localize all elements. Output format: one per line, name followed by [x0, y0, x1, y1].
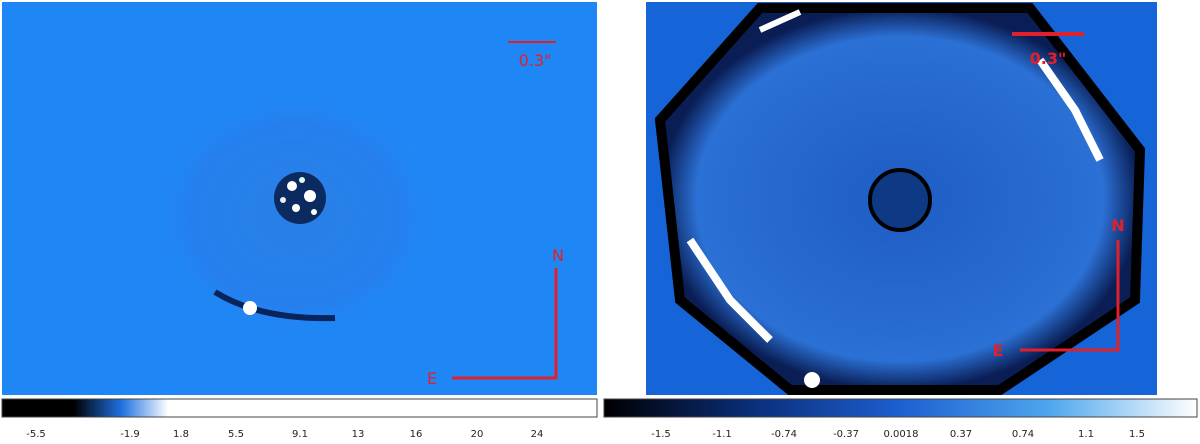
bright-rim [758, 9, 802, 33]
compass [452, 268, 558, 380]
colorbar-tick-label: 13 [352, 429, 365, 440]
colorbar-tick-label: 1.1 [1078, 429, 1094, 440]
east-label: E [993, 341, 1004, 360]
companion [243, 301, 257, 315]
colorbar [1, 398, 598, 418]
scale-label: 0.3" [519, 51, 552, 70]
colorbar-tick-label: 20 [471, 429, 484, 440]
colorbar-tick-label: -0.37 [833, 429, 859, 440]
core [868, 168, 932, 232]
colorbar-tick-label: 24 [531, 429, 544, 440]
north-label: N [1111, 216, 1124, 235]
colorbar-tick-label: -1.1 [712, 429, 732, 440]
right-image: 0.3" N E [646, 2, 1157, 395]
scale-label: 0.3" [1030, 49, 1067, 68]
colorbar-tick-label: 0.74 [1012, 429, 1034, 440]
colorbar [603, 398, 1198, 418]
left-image: 0.3" N E [2, 2, 597, 395]
east-label: E [427, 369, 437, 388]
bright-rim [686, 237, 773, 343]
colorbar-tick-label: 1.5 [1129, 429, 1145, 440]
bright-rim [1036, 57, 1104, 162]
colorbar-tick-label: -1.9 [120, 429, 140, 440]
colorbar-tick-label: 16 [410, 429, 423, 440]
core [274, 172, 326, 224]
colorbar-tick-label: 5.5 [228, 429, 244, 440]
colorbar-tick-label: -5.5 [26, 429, 46, 440]
colorbar-tick-label: 1.8 [173, 429, 189, 440]
colorbar-tick-label: 0.0018 [884, 429, 919, 440]
colorbar-tick-label: 9.1 [292, 429, 308, 440]
companion [804, 372, 820, 388]
arc [213, 289, 336, 322]
colorbar-tick-label: -0.74 [771, 429, 797, 440]
colorbar-tick-label: 0.37 [950, 429, 972, 440]
compass [1020, 240, 1120, 352]
colorbar-tick-label: -1.5 [651, 429, 671, 440]
north-label: N [552, 246, 564, 265]
